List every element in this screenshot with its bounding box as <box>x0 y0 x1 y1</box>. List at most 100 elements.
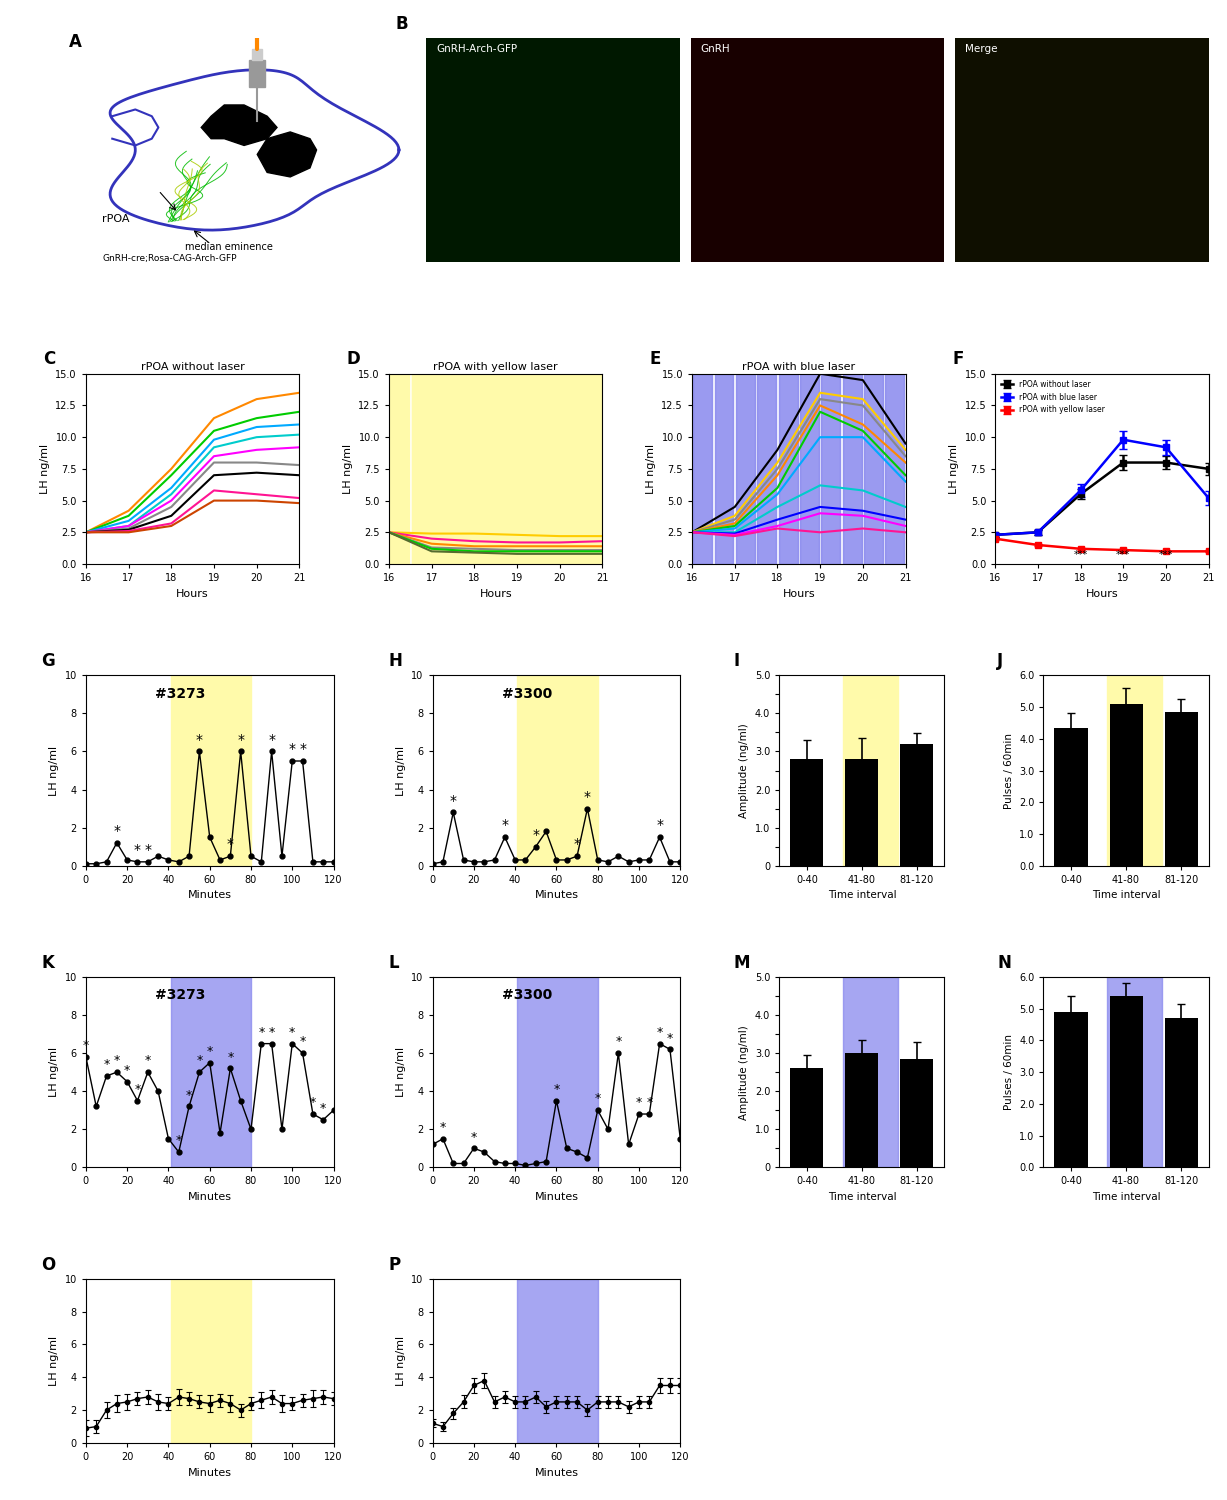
X-axis label: Minutes: Minutes <box>535 890 578 900</box>
Bar <box>1109 996 1142 1167</box>
Text: C: C <box>43 350 55 368</box>
Bar <box>389 374 409 564</box>
Bar <box>577 374 596 564</box>
Bar <box>1109 704 1142 866</box>
Bar <box>476 374 494 564</box>
Bar <box>1054 1013 1087 1167</box>
Text: *: * <box>113 824 120 839</box>
Bar <box>253 48 263 60</box>
Bar <box>171 675 252 865</box>
Text: #3300: #3300 <box>502 988 552 1002</box>
Bar <box>736 374 755 564</box>
Text: *: * <box>553 1083 560 1096</box>
Text: *: * <box>237 732 244 747</box>
Bar <box>1164 1019 1198 1167</box>
Bar <box>714 374 734 564</box>
X-axis label: Hours: Hours <box>177 588 209 598</box>
Text: *: * <box>103 1058 109 1071</box>
X-axis label: Hours: Hours <box>480 588 512 598</box>
Text: #3273: #3273 <box>155 988 205 1002</box>
Text: P: P <box>388 1257 400 1275</box>
Text: *: * <box>175 1134 182 1148</box>
Text: *: * <box>82 1040 90 1052</box>
Bar <box>518 1278 598 1443</box>
Bar <box>412 374 432 564</box>
Text: K: K <box>42 954 54 972</box>
Y-axis label: Pulses / 60min: Pulses / 60min <box>1004 732 1014 809</box>
Bar <box>530 374 548 564</box>
Bar <box>790 759 823 865</box>
Title: rPOA with yellow laser: rPOA with yellow laser <box>433 362 558 372</box>
Bar <box>779 374 798 564</box>
X-axis label: Minutes: Minutes <box>535 1467 578 1478</box>
Bar <box>518 675 598 865</box>
Y-axis label: LH ng/ml: LH ng/ml <box>645 444 656 494</box>
Bar <box>483 374 502 564</box>
Y-axis label: Pulses / 60min: Pulses / 60min <box>1004 1034 1014 1110</box>
Text: *: * <box>258 1026 265 1039</box>
Text: N: N <box>998 954 1011 972</box>
Bar <box>757 374 777 564</box>
Bar <box>436 374 455 564</box>
Bar <box>518 976 598 1167</box>
Bar <box>171 976 252 1167</box>
X-axis label: Minutes: Minutes <box>188 890 232 900</box>
Y-axis label: Amplitude (ng/ml): Amplitude (ng/ml) <box>740 1024 750 1119</box>
Text: *: * <box>114 1054 120 1068</box>
Y-axis label: LH ng/ml: LH ng/ml <box>342 444 353 494</box>
Bar <box>1107 976 1162 1167</box>
Text: H: H <box>388 652 402 670</box>
Text: *: * <box>299 742 306 756</box>
Text: *: * <box>533 828 540 842</box>
Text: *: * <box>615 1035 621 1048</box>
Text: ***: *** <box>1158 550 1173 560</box>
Text: *: * <box>584 790 591 804</box>
Text: B: B <box>396 15 409 33</box>
Text: *: * <box>269 1026 275 1039</box>
Text: *: * <box>196 1054 202 1068</box>
Y-axis label: LH ng/ml: LH ng/ml <box>49 746 59 795</box>
Text: *: * <box>595 1092 601 1106</box>
Bar <box>561 374 580 564</box>
Text: *: * <box>439 1120 447 1134</box>
Text: D: D <box>346 350 360 368</box>
Text: *: * <box>196 732 202 747</box>
Bar <box>843 675 898 865</box>
Bar <box>901 1059 934 1167</box>
Text: G: G <box>42 652 55 670</box>
Text: *: * <box>124 1064 130 1077</box>
Bar <box>507 374 525 564</box>
Y-axis label: LH ng/ml: LH ng/ml <box>39 444 49 494</box>
Polygon shape <box>258 132 317 177</box>
Text: #3300: #3300 <box>502 687 552 700</box>
Text: rPOA: rPOA <box>102 214 130 223</box>
Bar <box>845 1053 879 1167</box>
Text: E: E <box>649 350 661 368</box>
Text: O: O <box>42 1257 55 1275</box>
Title: rPOA with blue laser: rPOA with blue laser <box>742 362 855 372</box>
Bar <box>1164 712 1198 866</box>
Bar <box>843 374 861 564</box>
Text: *: * <box>227 1050 233 1064</box>
Bar <box>454 374 474 564</box>
Text: Merge: Merge <box>966 44 998 54</box>
X-axis label: Hours: Hours <box>1086 588 1118 598</box>
Text: *: * <box>145 843 151 856</box>
Text: ***: *** <box>1074 550 1087 560</box>
Y-axis label: Amplitude (ng/ml): Amplitude (ng/ml) <box>740 723 750 818</box>
Text: *: * <box>656 1026 663 1039</box>
Text: *: * <box>288 742 296 756</box>
Title: rPOA without laser: rPOA without laser <box>141 362 244 372</box>
Text: *: * <box>656 819 663 833</box>
Text: *: * <box>320 1102 326 1114</box>
Text: *: * <box>135 1083 141 1096</box>
X-axis label: Minutes: Minutes <box>188 1467 232 1478</box>
Text: J: J <box>998 652 1004 670</box>
Bar <box>864 374 883 564</box>
Text: #3273: #3273 <box>155 687 205 700</box>
X-axis label: Time interval: Time interval <box>827 890 896 900</box>
Text: *: * <box>206 1046 212 1058</box>
Bar <box>171 1278 252 1443</box>
Text: I: I <box>733 652 739 670</box>
Text: *: * <box>134 843 141 856</box>
